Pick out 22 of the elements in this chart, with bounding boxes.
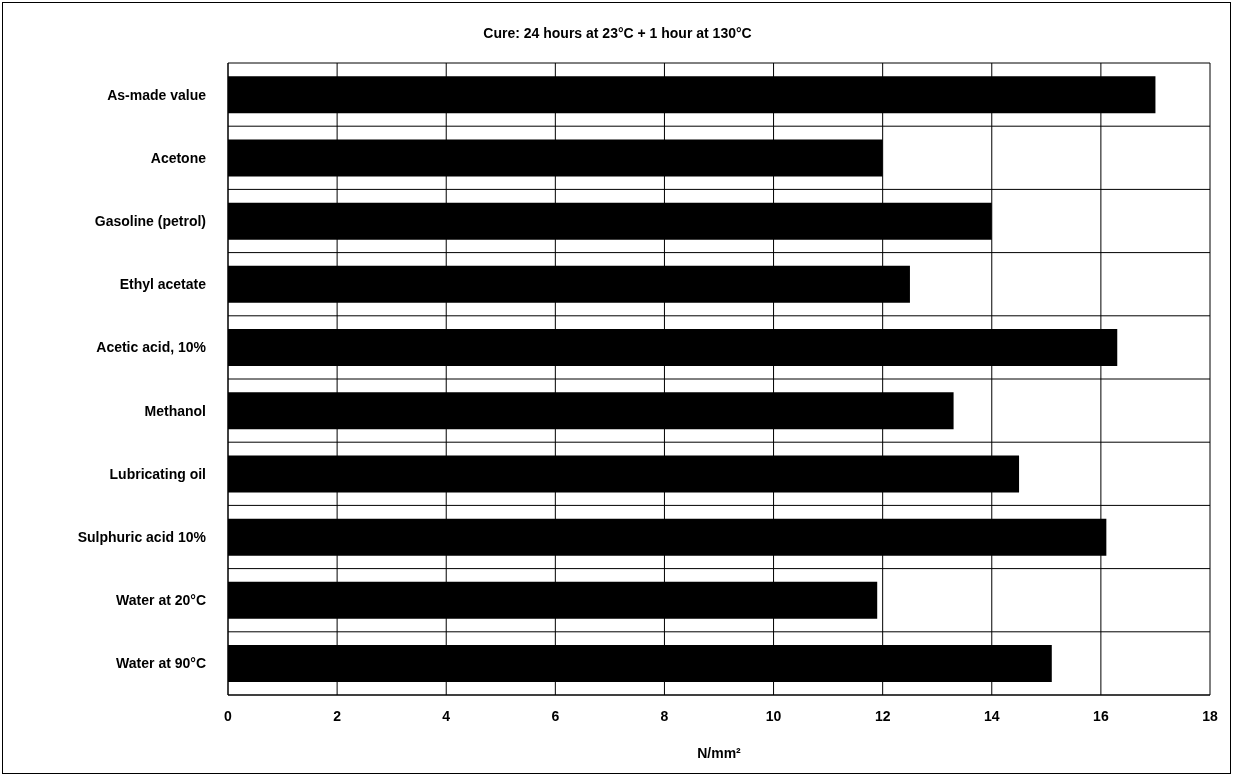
x-tick-label: 12 xyxy=(874,707,891,724)
x-tick-label: 10 xyxy=(765,707,782,724)
y-tick-label: As-made value xyxy=(107,86,207,103)
y-tick-label: Acetone xyxy=(150,149,207,166)
y-tick-label: Lubricating oil xyxy=(109,465,206,482)
x-tick-label: 16 xyxy=(1093,707,1109,724)
x-axis-title: N/mm² xyxy=(696,745,742,761)
x-tick-label: 4 xyxy=(442,707,451,724)
y-tick-label: Ethyl acetate xyxy=(119,276,207,293)
x-tick-label: 0 xyxy=(224,707,233,724)
y-tick-label: Water at 20°C xyxy=(116,592,206,609)
y-tick-label: Acetic acid, 10% xyxy=(96,339,207,356)
x-tick-label: 6 xyxy=(551,707,560,724)
y-tick-label: Water at 90°C xyxy=(116,655,206,672)
y-tick-label: Gasoline (petrol) xyxy=(94,212,206,229)
x-tick-label: 2 xyxy=(333,707,342,724)
x-tick-label: 18 xyxy=(1202,707,1218,724)
y-tick-label: Methanol xyxy=(144,402,206,419)
chart-title: Cure: 24 hours at 23°C + 1 hour at 130°C xyxy=(482,25,753,41)
x-tick-label: 14 xyxy=(983,707,1000,724)
x-tick-label: 8 xyxy=(660,707,669,724)
y-tick-label: Sulphuric acid 10% xyxy=(77,528,207,545)
